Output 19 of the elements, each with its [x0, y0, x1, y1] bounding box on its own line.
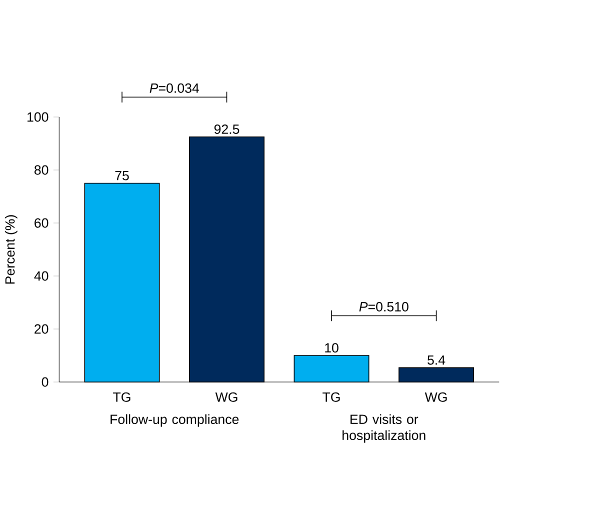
data-label: 10 [325, 343, 338, 353]
x-tick-label: WG [424, 392, 447, 402]
y-tick-label: 60 [34, 218, 48, 228]
y-tick-label: 80 [34, 165, 48, 175]
y-axis-title: Percent (%) [4, 215, 18, 284]
y-tick-label: 20 [34, 324, 48, 334]
data-label: 5.4 [428, 355, 446, 365]
y-tick-label: 100 [28, 112, 48, 122]
data-label: 92.5 [214, 124, 240, 134]
y-tick-label: 40 [34, 271, 48, 281]
x-tick-label: TG [322, 392, 340, 402]
annotation: P=0.510 [359, 302, 408, 312]
y-tick-label: 0 [42, 377, 48, 387]
x-tick-label: WG [215, 392, 238, 402]
x-tick-label: TG [113, 392, 130, 402]
data-label: 75 [115, 171, 129, 180]
text: P=0.034 [150, 83, 200, 93]
text: ED visits or hospitalization [342, 414, 426, 443]
text: Follow-up compliance [110, 414, 239, 427]
